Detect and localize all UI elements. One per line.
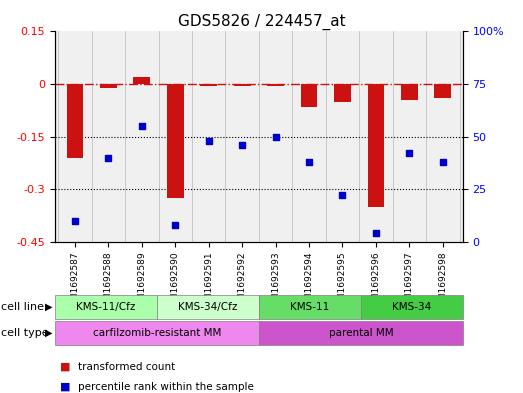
Text: KMS-11/Cfz: KMS-11/Cfz <box>76 302 135 312</box>
Text: ▶: ▶ <box>45 302 52 312</box>
Point <box>104 154 112 161</box>
Bar <box>334 84 351 101</box>
Text: ▶: ▶ <box>45 328 52 338</box>
Text: GDS5826 / 224457_at: GDS5826 / 224457_at <box>178 14 345 30</box>
Bar <box>66 84 83 158</box>
Text: KMS-11: KMS-11 <box>290 302 329 312</box>
Bar <box>401 84 418 100</box>
Point <box>238 142 246 148</box>
Point <box>439 159 447 165</box>
Text: KMS-34: KMS-34 <box>392 302 431 312</box>
Bar <box>100 84 117 88</box>
Bar <box>133 77 150 84</box>
Text: ■: ■ <box>60 362 71 372</box>
Point <box>138 123 146 129</box>
Bar <box>234 84 251 86</box>
Bar <box>200 84 217 86</box>
Text: ■: ■ <box>60 382 71 392</box>
Text: cell type: cell type <box>1 328 48 338</box>
Point <box>271 133 280 140</box>
Text: transformed count: transformed count <box>78 362 176 372</box>
Bar <box>267 84 284 86</box>
Bar <box>368 84 384 207</box>
Text: parental MM: parental MM <box>328 328 393 338</box>
Bar <box>167 84 184 198</box>
Text: carfilzomib-resistant MM: carfilzomib-resistant MM <box>93 328 221 338</box>
Point <box>338 192 347 198</box>
Bar <box>301 84 317 107</box>
Point <box>372 230 380 237</box>
Point <box>405 150 414 156</box>
Text: KMS-34/Cfz: KMS-34/Cfz <box>178 302 237 312</box>
Text: cell line: cell line <box>1 302 43 312</box>
Point <box>204 138 213 144</box>
Text: percentile rank within the sample: percentile rank within the sample <box>78 382 254 392</box>
Bar <box>435 84 451 98</box>
Point <box>171 222 179 228</box>
Point <box>305 159 313 165</box>
Point <box>71 217 79 224</box>
